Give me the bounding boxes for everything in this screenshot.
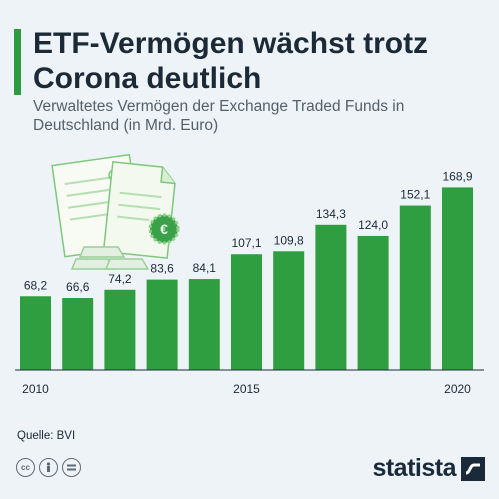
no-derivatives-icon[interactable] bbox=[62, 458, 81, 477]
statista-wordmark: statista bbox=[372, 454, 456, 482]
bar-chart: € 68,2 66,6 74,2 83,6 84,1 107,1 109,8 134,3 124… bbox=[15, 153, 484, 396]
value-label-2019: 152,1 bbox=[400, 188, 430, 202]
value-label-2018: 124,0 bbox=[358, 218, 388, 232]
value-label-2014: 84,1 bbox=[193, 261, 217, 275]
svg-text:€: € bbox=[160, 221, 168, 237]
bar-2010 bbox=[20, 296, 51, 370]
value-label-2011: 66,6 bbox=[66, 280, 90, 294]
bar-2020 bbox=[442, 187, 473, 370]
x-tick-labels-group: 2010 2015 2020 bbox=[22, 382, 471, 396]
value-label-2012: 74,2 bbox=[108, 272, 132, 286]
bar-2017 bbox=[315, 224, 347, 370]
statista-logo[interactable]: statista bbox=[372, 454, 485, 483]
bar-2018 bbox=[357, 235, 389, 370]
value-labels-group: 68,2 66,6 74,2 83,6 84,1 107,1 109,8 134,3 124,0… bbox=[24, 169, 473, 294]
x-tick-label-2020: 2020 bbox=[444, 382, 471, 396]
value-label-2015: 107,1 bbox=[231, 236, 261, 250]
title-accent-bar bbox=[14, 29, 21, 95]
chart-subtitle: Verwaltetes Vermögen der Exchange Traded… bbox=[33, 98, 405, 134]
bar-2013 bbox=[146, 279, 178, 370]
money-documents-illustration: € bbox=[51, 153, 180, 270]
statista-mark-icon bbox=[461, 456, 485, 481]
value-label-2016: 109,8 bbox=[274, 233, 304, 247]
license-icons: cc bbox=[16, 458, 81, 477]
bar-2019 bbox=[399, 205, 431, 370]
bar-2015 bbox=[231, 254, 262, 370]
bar-2011 bbox=[62, 298, 94, 370]
bars-group bbox=[20, 187, 473, 370]
attribution-icon[interactable] bbox=[39, 458, 58, 477]
bar-2012 bbox=[104, 289, 136, 370]
x-tick-label-2015: 2015 bbox=[233, 382, 260, 396]
value-label-2013: 83,6 bbox=[150, 262, 174, 276]
value-label-2017: 134,3 bbox=[316, 207, 346, 221]
chart-title: ETF-Vermögen wächst trotz Corona deutlic… bbox=[33, 27, 429, 95]
value-label-2010: 68,2 bbox=[24, 278, 48, 292]
bar-2014 bbox=[188, 279, 220, 370]
source-note: Quelle: BVI bbox=[17, 430, 76, 442]
bar-2016 bbox=[273, 251, 305, 370]
creative-commons-icon[interactable]: cc bbox=[16, 458, 35, 477]
value-label-2020: 168,9 bbox=[442, 169, 472, 183]
x-tick-label-2010: 2010 bbox=[22, 382, 49, 396]
